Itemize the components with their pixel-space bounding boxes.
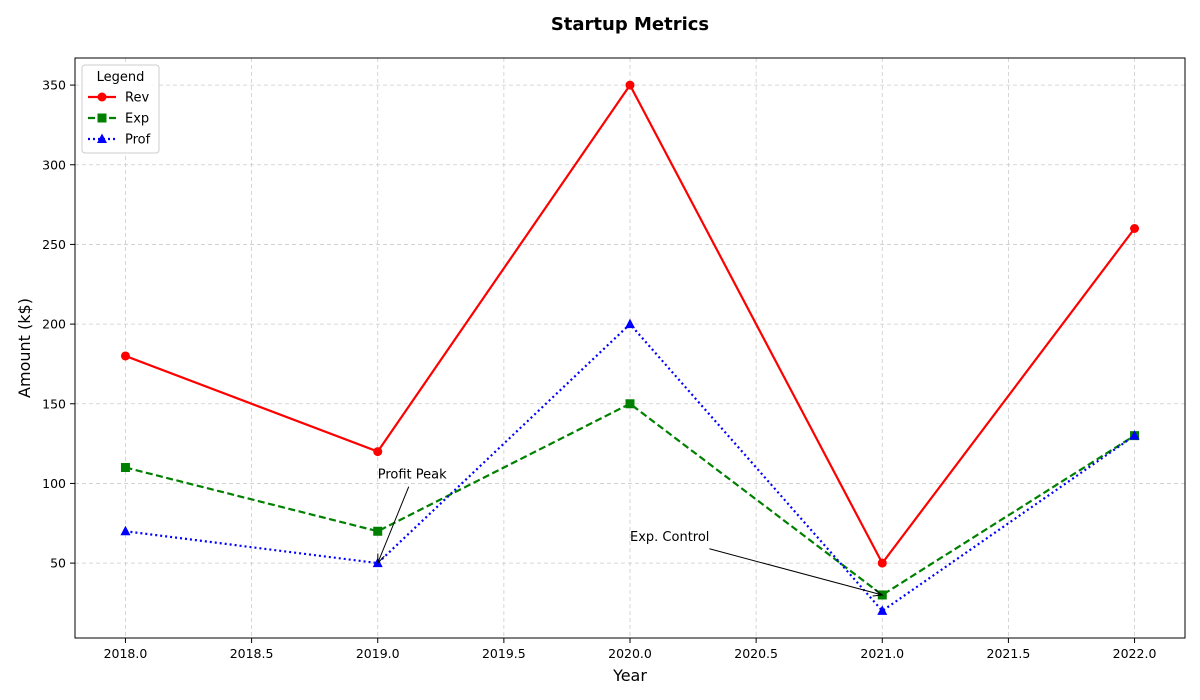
y-tick-label: 200 xyxy=(42,317,66,332)
data-point-exp xyxy=(121,463,130,472)
data-point-rev xyxy=(373,447,382,456)
y-tick-label: 300 xyxy=(42,157,66,172)
data-point-rev xyxy=(121,351,130,360)
y-tick-label: 250 xyxy=(42,237,66,252)
data-point-exp xyxy=(626,399,635,408)
x-tick-label: 2022.0 xyxy=(1113,646,1157,661)
y-tick-label: 350 xyxy=(42,78,66,93)
legend: Legend Rev Exp Prof xyxy=(82,65,159,153)
data-point-exp xyxy=(373,527,382,536)
y-tick-label: 50 xyxy=(50,556,66,571)
data-point-rev xyxy=(878,559,887,568)
x-axis-label: Year xyxy=(612,666,647,685)
x-tick-label: 2019.0 xyxy=(356,646,400,661)
annotation-label: Exp. Control xyxy=(630,530,709,545)
data-point-prof xyxy=(120,526,130,536)
y-tick-label: 100 xyxy=(42,476,66,491)
x-tick-label: 2018.0 xyxy=(104,646,148,661)
chart-title: Startup Metrics xyxy=(551,14,709,35)
legend-marker-rev xyxy=(98,93,107,102)
x-tick-label: 2021.0 xyxy=(860,646,904,661)
annotation-label: Profit Peak xyxy=(378,468,447,483)
data-point-prof xyxy=(625,319,635,329)
legend-label-exp: Exp xyxy=(125,112,149,127)
data-point-prof xyxy=(877,605,887,615)
y-axis-label: Amount (k$) xyxy=(15,298,34,398)
legend-title: Legend xyxy=(97,70,145,85)
x-tick-label: 2020.5 xyxy=(734,646,778,661)
annotation-arrow xyxy=(709,549,882,595)
annotation-arrow xyxy=(378,487,409,563)
x-tick-label: 2020.0 xyxy=(608,646,652,661)
x-tick-label: 2019.5 xyxy=(482,646,526,661)
legend-label-rev: Rev xyxy=(125,91,149,106)
grid xyxy=(75,58,1185,638)
data-point-rev xyxy=(1130,224,1139,233)
data-point-rev xyxy=(626,81,635,90)
legend-marker-exp xyxy=(98,114,107,123)
y-tick-label: 150 xyxy=(42,396,66,411)
legend-label-prof: Prof xyxy=(125,133,151,148)
x-tick-label: 2021.5 xyxy=(987,646,1031,661)
x-tick-label: 2018.5 xyxy=(230,646,274,661)
